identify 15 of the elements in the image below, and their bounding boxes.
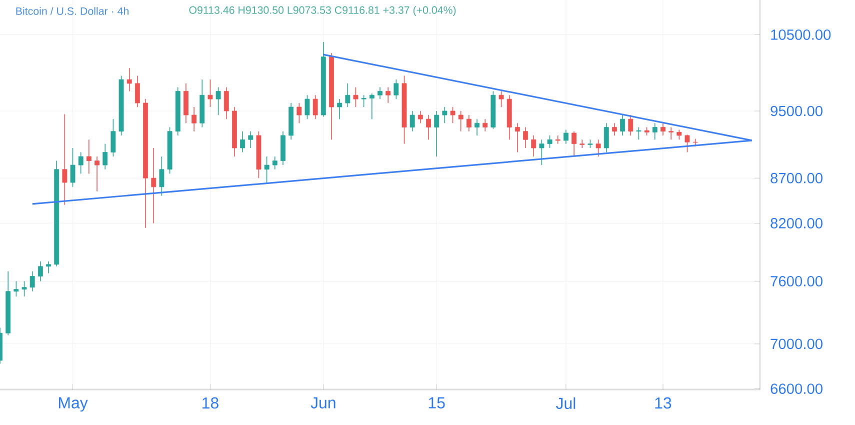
y-tick-label: 8700.00 [770,172,822,184]
y-tick-label: 10500.00 [771,30,831,40]
x-tick-label: 15 [428,397,445,408]
x-tick-label: Jun [310,397,336,408]
x-tick-label: May [58,397,88,412]
x-tick-label: Jul [556,397,576,410]
x-tick-label: 13 [655,397,672,409]
y-tick-label: 6600.00 [770,384,822,394]
y-tick-label: 8200.00 [770,218,822,228]
annotation: O9113.46 H9130.50 L9073.53 C9116.81 +3.37 (+0.04%) [189,6,456,16]
text: Bitcoin / U.S. Dollar · 4h [16,7,128,15]
y-tick-label: 9500.00 [770,106,822,116]
y-tick-label: 7000.00 [770,338,822,350]
y-tick-label: 7600.00 [770,276,822,286]
x-tick-label: 18 [202,397,218,409]
